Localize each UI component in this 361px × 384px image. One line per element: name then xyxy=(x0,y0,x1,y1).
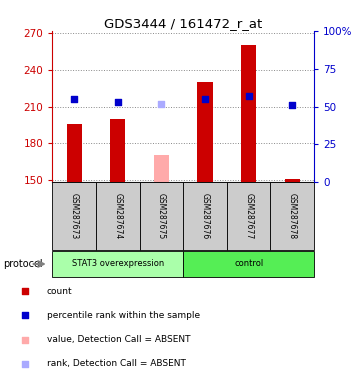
Text: value, Detection Call = ABSENT: value, Detection Call = ABSENT xyxy=(47,335,191,344)
Title: GDS3444 / 161472_r_at: GDS3444 / 161472_r_at xyxy=(104,17,262,30)
Point xyxy=(115,99,121,105)
Bar xyxy=(183,251,314,277)
Bar xyxy=(284,179,300,182)
Point xyxy=(246,93,252,99)
Text: count: count xyxy=(47,286,73,296)
Point xyxy=(290,102,295,108)
Text: rank, Detection Call = ABSENT: rank, Detection Call = ABSENT xyxy=(47,359,186,368)
Bar xyxy=(154,156,169,182)
Bar xyxy=(96,182,140,250)
Bar xyxy=(52,182,96,250)
Text: GSM287674: GSM287674 xyxy=(113,193,122,239)
Point xyxy=(202,96,208,102)
Bar xyxy=(52,251,183,277)
Bar xyxy=(110,119,125,182)
Bar xyxy=(66,124,82,182)
Bar xyxy=(197,82,213,182)
Point xyxy=(71,96,77,102)
Text: control: control xyxy=(234,260,263,268)
Text: GSM287676: GSM287676 xyxy=(200,193,209,239)
Text: STAT3 overexpression: STAT3 overexpression xyxy=(71,260,164,268)
Point xyxy=(22,336,28,343)
Bar xyxy=(227,182,270,250)
Text: GSM287678: GSM287678 xyxy=(288,193,297,239)
Text: protocol: protocol xyxy=(4,259,43,269)
Text: percentile rank within the sample: percentile rank within the sample xyxy=(47,311,200,320)
Text: GSM287675: GSM287675 xyxy=(157,193,166,239)
Point xyxy=(22,361,28,367)
Bar xyxy=(140,182,183,250)
Point xyxy=(22,288,28,294)
Point xyxy=(158,101,164,107)
Bar xyxy=(270,182,314,250)
Text: GSM287677: GSM287677 xyxy=(244,193,253,239)
Text: GSM287673: GSM287673 xyxy=(70,193,79,239)
Point xyxy=(22,312,28,318)
Bar xyxy=(241,45,256,182)
Bar xyxy=(183,182,227,250)
